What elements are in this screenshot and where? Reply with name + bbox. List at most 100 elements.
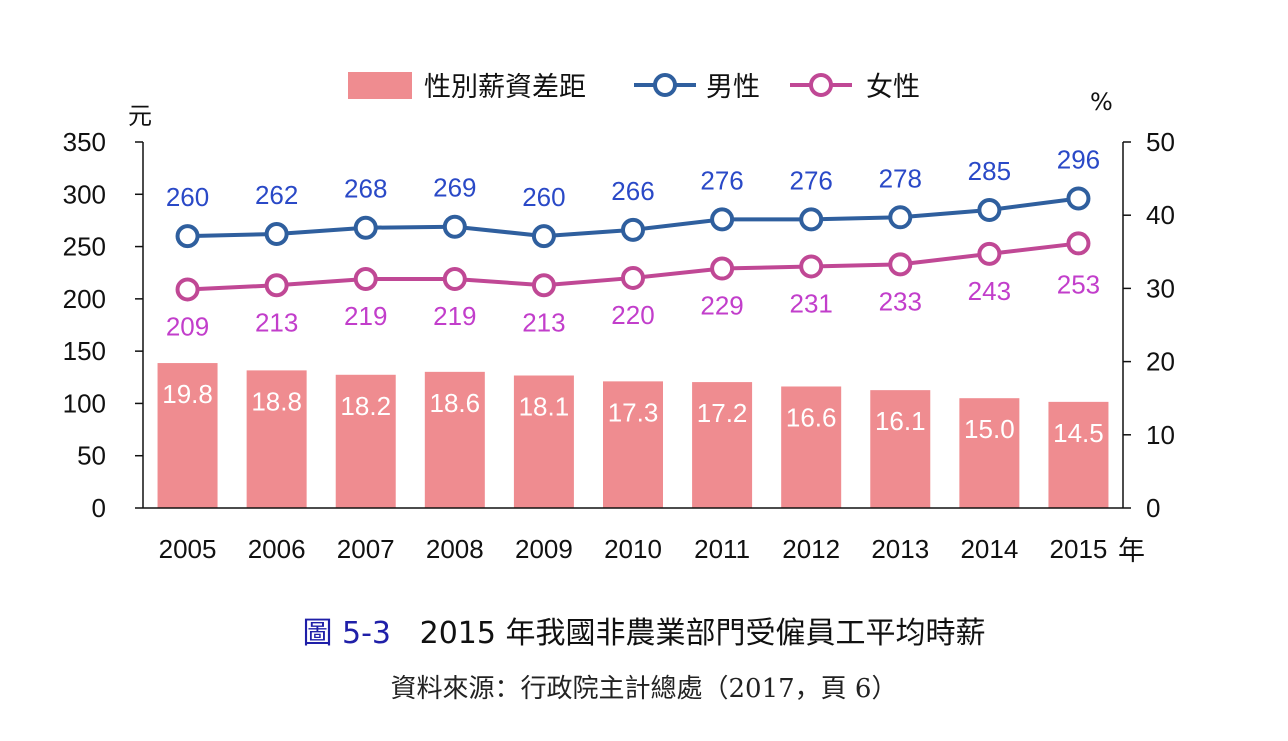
axes-layer: 0 50 100 150 200 250 300 350 0 10 20 30 40 50 2005 2006…	[63, 127, 1175, 564]
legend-swatch-gap	[348, 72, 412, 99]
figure-source: 資料來源：行政院主計總處（2017，頁 6）	[390, 674, 898, 704]
bar-gap-2007	[335, 374, 396, 508]
label-male-2011: 276	[700, 165, 743, 195]
bar-label-2007: 18.2	[340, 391, 391, 421]
bar-label-2005: 19.8	[162, 379, 213, 409]
left-tick-label-100: 100	[63, 388, 106, 418]
label-male-2012: 276	[789, 165, 832, 195]
legend-label-gap: 性別薪資差距	[424, 72, 586, 103]
label-female-2015: 253	[1057, 269, 1100, 299]
x-tick-label-2010: 2010	[604, 534, 662, 564]
label-female-2006: 213	[255, 307, 298, 337]
x-axis-unit: 年	[1118, 536, 1145, 567]
x-tick-label-2013: 2013	[871, 534, 929, 564]
label-male-2015: 296	[1057, 144, 1100, 174]
bar-label-2013: 16.1	[875, 406, 926, 436]
left-tick-label-50: 50	[77, 441, 106, 471]
x-tick-label-2005: 2005	[159, 534, 217, 564]
left-tick-label-0: 0	[92, 493, 106, 523]
right-tick-label-20: 20	[1146, 347, 1175, 377]
point-male-2012	[799, 207, 824, 232]
legend-label-female: 女性	[866, 72, 920, 103]
point-male-2009	[531, 224, 556, 249]
legend-marker-female	[809, 73, 833, 97]
x-tick-label-2015: 2015	[1050, 534, 1108, 564]
right-tick-label-0: 0	[1146, 493, 1160, 523]
bar-gap-2012	[781, 386, 842, 508]
label-female-2007: 219	[344, 301, 387, 331]
legend-label-male: 男性	[706, 72, 760, 103]
point-female-2008	[442, 266, 467, 291]
labels-layer: 19.8 18.8 18.2 18.6 18.1 17.3 17.2 16.6 16.1 15.0…	[162, 144, 1104, 447]
point-female-2010	[621, 265, 645, 290]
point-male-2014	[977, 197, 1002, 222]
label-female-2014: 243	[968, 276, 1011, 306]
right-axis-unit: %	[1090, 88, 1113, 116]
x-tick-label-2007: 2007	[337, 534, 395, 564]
point-female-2013	[888, 252, 913, 277]
label-female-2005: 209	[166, 311, 209, 341]
bar-gap-2006	[246, 370, 307, 508]
bar-gap-2008	[424, 371, 485, 508]
point-male-2006	[264, 222, 289, 247]
chart: 性別薪資差距 男性 女性 元 % 年 050100150200250300350…	[63, 72, 1175, 567]
bar-label-2011: 17.2	[697, 398, 748, 428]
label-male-2009: 260	[522, 182, 565, 212]
x-tick-label-2012: 2012	[782, 534, 840, 564]
bar-gap-2009	[513, 375, 574, 508]
point-male-2007	[353, 215, 378, 240]
point-female-2012	[799, 254, 824, 279]
point-female-2014	[977, 241, 1002, 266]
bar-gap-2014	[959, 398, 1020, 508]
label-male-2006: 262	[255, 180, 298, 210]
right-tick-label-10: 10	[1146, 420, 1175, 450]
point-male-2013	[888, 205, 913, 230]
figure-label: 圖 5-3	[302, 616, 392, 651]
label-female-2010: 220	[611, 300, 654, 330]
label-male-2014: 285	[968, 156, 1011, 186]
bar-gap-2005	[157, 363, 218, 508]
label-male-2010: 266	[611, 176, 654, 206]
label-female-2011: 229	[700, 291, 743, 321]
x-tick-label-2008: 2008	[426, 534, 484, 564]
figure-caption: 圖 5-3 2015 年我國非農業部門受僱員工平均時薪	[0, 608, 1288, 652]
point-female-2006	[264, 273, 289, 298]
point-male-2005	[175, 224, 200, 249]
x-tick-label-2011: 2011	[694, 534, 750, 564]
bar-label-2015: 14.5	[1053, 418, 1104, 448]
bar-label-2010: 17.3	[608, 397, 659, 427]
bar-label-2012: 16.6	[786, 402, 837, 432]
bar-gap-2011	[692, 382, 753, 508]
right-tick-label-50: 50	[1146, 127, 1175, 157]
legend: 性別薪資差距 男性 女性	[348, 72, 920, 103]
label-female-2008: 219	[433, 301, 476, 331]
left-tick-label-150: 150	[63, 336, 106, 366]
bars-layer	[157, 363, 1109, 508]
point-female-2007	[353, 266, 378, 291]
bar-gap-2010	[603, 381, 663, 508]
bar-label-2014: 15.0	[964, 414, 1015, 444]
label-female-2013: 233	[879, 286, 922, 316]
point-male-2015	[1066, 186, 1091, 211]
figure-title: 2015 年我國非農業部門受僱員工平均時薪	[419, 616, 986, 651]
point-male-2010	[621, 217, 645, 242]
lines-layer	[175, 186, 1091, 302]
point-male-2011	[710, 207, 735, 232]
point-female-2005	[175, 277, 200, 302]
bar-label-2006: 18.8	[251, 386, 302, 416]
label-female-2009: 213	[522, 307, 565, 337]
right-tick-label-30: 30	[1146, 273, 1175, 303]
legend-marker-male	[653, 73, 677, 97]
x-tick-label-2014: 2014	[960, 534, 1018, 564]
point-male-2008	[442, 214, 467, 239]
label-male-2013: 278	[879, 163, 922, 193]
bar-label-2008: 18.6	[430, 388, 481, 418]
bar-gap-2013	[870, 390, 931, 508]
left-tick-label-200: 200	[63, 284, 106, 314]
label-male-2007: 268	[344, 174, 387, 204]
x-tick-label-2009: 2009	[515, 534, 573, 564]
left-axis-unit: 元	[128, 102, 152, 130]
bar-gap-2015	[1048, 401, 1109, 508]
point-female-2009	[531, 273, 556, 298]
label-male-2008: 269	[433, 173, 476, 203]
